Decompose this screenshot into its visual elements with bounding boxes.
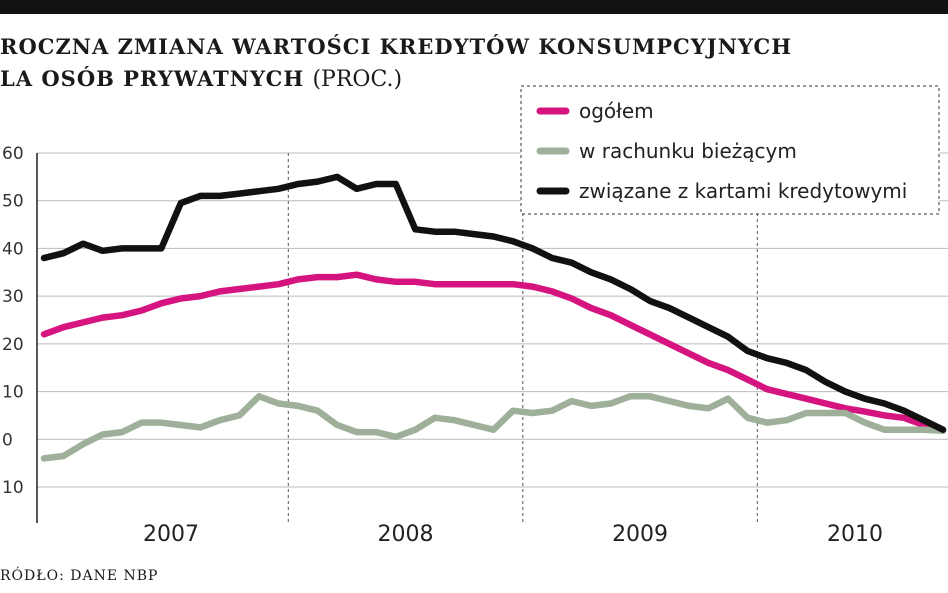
y-tick-label-3: 20	[2, 335, 24, 355]
chart-title-unit: (PROC.)	[312, 67, 403, 92]
series-line-rachunek	[40, 393, 947, 462]
y-tick-label-4: 30	[2, 287, 24, 307]
y-tick-label-1: 0	[2, 430, 13, 450]
y-tick-label-6: 50	[2, 192, 24, 212]
x-tick-label-2010: 2010	[827, 522, 883, 547]
chart-title-line2: LA OSÓB PRYWATNYCH (PROC.)	[0, 66, 402, 92]
legend-label-karty: związane z kartami kredytowymi	[579, 179, 907, 203]
legend: ogółem w rachunku bieżącym związane z kart…	[520, 85, 940, 215]
y-tick-label-2: 10	[2, 383, 24, 403]
series-lines	[40, 173, 947, 462]
y-tick-label-5: 40	[2, 239, 24, 259]
series-line-karty	[40, 173, 947, 433]
legend-label-rachunek: w rachunku bieżącym	[579, 139, 797, 163]
y-tick-label-0: 10	[2, 478, 24, 498]
top-bar	[0, 0, 948, 14]
x-tick-label-2008: 2008	[378, 522, 434, 547]
y-axis: 10 0 10 20 30 40 50 60	[2, 144, 38, 523]
source-note: RÓDŁO: DANE NBP	[0, 568, 159, 584]
legend-label-ogolem: ogółem	[579, 99, 654, 123]
chart-title-line1: ROCZNA ZMIANA WARTOŚCI KREDYTÓW KONSUMPC…	[0, 34, 793, 59]
chart-title-text: LA OSÓB PRYWATNYCH	[0, 66, 305, 91]
x-axis: 2007 2008 2009 2010	[143, 522, 883, 547]
x-tick-label-2007: 2007	[143, 522, 199, 547]
series-line-ogolem	[40, 271, 947, 434]
legend-box	[520, 85, 940, 215]
x-tick-label-2009: 2009	[612, 522, 668, 547]
y-tick-label-7: 60	[2, 144, 24, 164]
